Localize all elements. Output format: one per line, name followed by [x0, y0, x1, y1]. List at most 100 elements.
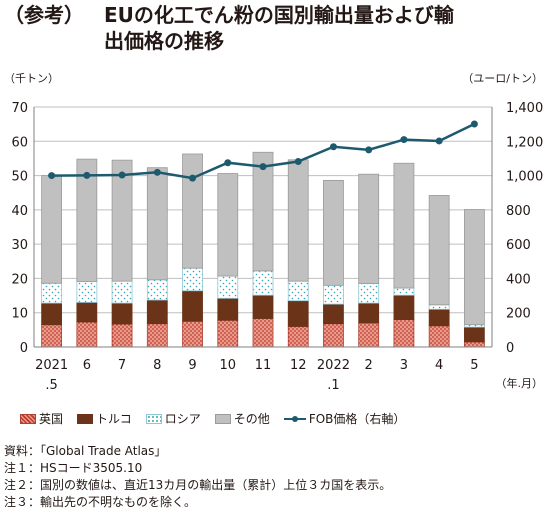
bar-other — [182, 153, 203, 269]
bar-russia — [323, 284, 344, 305]
title-line-2: 出価格の推移 — [104, 29, 224, 53]
chart-svg: 0 0 10 200 20 400 30 600 40 800 50 1,000 60 1,200 70 1,… — [4, 72, 544, 393]
bar-russia — [287, 280, 309, 302]
bar-russia — [41, 282, 63, 304]
title-prefix: （参考） — [4, 3, 84, 27]
bar-uk — [463, 341, 485, 348]
bar-uk — [146, 323, 168, 348]
x-tick-label: 5 — [470, 358, 478, 373]
bar-turkey — [287, 300, 309, 327]
x-tick-label: .5 — [45, 378, 57, 393]
x-tick-label: 2021 — [35, 358, 68, 373]
fob-price-point — [259, 163, 267, 171]
bar-turkey — [146, 299, 168, 325]
bar-turkey — [463, 326, 485, 343]
y-tick-label-left: 60 — [11, 135, 28, 150]
x-tick-label: 9 — [188, 358, 196, 373]
legend-label-russia: ロシア — [164, 412, 201, 426]
bar-turkey — [217, 297, 239, 321]
fob-price-point — [329, 143, 337, 151]
x-tick-label: 3 — [400, 358, 408, 373]
fob-price-point — [294, 158, 302, 166]
x-unit-label: （年.月） — [496, 376, 544, 390]
bar-turkey — [41, 302, 63, 326]
bar-russia — [76, 281, 98, 303]
bar-other — [217, 173, 239, 277]
bar-turkey — [76, 302, 98, 323]
bar-uk — [358, 322, 380, 348]
bar-uk — [323, 323, 344, 348]
bar-turkey — [428, 308, 450, 327]
legend-swatch-turkey — [77, 413, 94, 424]
y-tick-label-right: 400 — [506, 272, 531, 287]
y-tick-label-left: 10 — [11, 307, 28, 322]
legend-swatch-russia — [145, 413, 162, 424]
x-tick-label: 12 — [290, 358, 307, 373]
y-tick-label-right: 1,000 — [506, 170, 543, 185]
bar-uk — [252, 318, 274, 348]
bar-other — [393, 162, 415, 289]
bar-russia — [252, 270, 274, 296]
bar-turkey — [323, 303, 344, 325]
note-3: 注３：輸出先の不明なものを除く。 — [4, 495, 197, 509]
bar-uk — [182, 320, 203, 348]
bar-turkey — [111, 302, 133, 325]
bar-other — [146, 167, 168, 281]
bar-russia — [111, 280, 133, 304]
x-tick-label: 2022 — [317, 358, 350, 373]
legend-item-uk: 英国 — [20, 410, 63, 427]
y-tick-label-right: 200 — [506, 307, 531, 322]
legend: 英国 トルコ ロシア その他 FOB価格（右軸） — [20, 410, 419, 427]
bar-other — [358, 173, 380, 284]
y-tick-label-right: 1,200 — [506, 135, 543, 150]
x-tick-label: 2 — [365, 358, 373, 373]
bar-russia — [393, 287, 415, 296]
note-source: 資料：「Global Trade Atlas」 — [4, 444, 167, 458]
bar-turkey — [252, 294, 274, 319]
bar-russia — [217, 275, 239, 299]
legend-line-fob — [283, 414, 306, 424]
bar-other — [428, 195, 450, 306]
y-tick-label-right: 1,400 — [506, 101, 543, 116]
note-1: 注１：HSコード3505.10 — [4, 461, 143, 475]
legend-swatch-other — [214, 413, 231, 424]
bar-turkey — [393, 294, 415, 320]
notes: 資料：「Global Trade Atlas」 注１：HSコード3505.10 … — [4, 443, 391, 511]
y-tick-label-right: 600 — [506, 238, 531, 253]
bar-uk — [41, 324, 63, 348]
bar-russia — [146, 279, 168, 301]
right-unit-label: （ユーロ/トン） — [462, 72, 543, 85]
bar-other — [111, 159, 133, 282]
x-tick-label: 10 — [219, 358, 236, 373]
bar-other — [76, 158, 98, 282]
legend-item-russia: ロシア — [145, 410, 201, 427]
bar-other — [323, 179, 344, 286]
fob-line-layer — [48, 120, 478, 182]
bar-turkey — [182, 290, 203, 322]
fob-price-point — [83, 171, 91, 179]
legend-item-turkey: トルコ — [77, 410, 132, 427]
bar-other — [463, 209, 485, 326]
legend-swatch-uk — [20, 413, 36, 424]
x-tick-label: 7 — [118, 358, 126, 373]
y-tick-label-right: 800 — [506, 204, 531, 219]
bar-uk — [287, 326, 309, 348]
title-line-1: EUの化工でん粉の国別輸出量および輸 — [104, 3, 454, 27]
fob-price-point — [435, 137, 443, 145]
bar-turkey — [358, 302, 380, 324]
fob-price-point — [153, 168, 161, 176]
fob-price-point — [470, 120, 478, 128]
y-tick-label-right: 0 — [506, 341, 514, 356]
y-tick-label-left: 0 — [20, 341, 28, 356]
fob-price-point — [118, 171, 126, 179]
y-tick-label-left: 40 — [11, 204, 28, 219]
bar-russia — [428, 304, 450, 310]
y-tick-label-left: 30 — [11, 238, 28, 253]
fob-price-point — [400, 136, 408, 144]
fob-price-point — [189, 174, 197, 182]
x-tick-label: 6 — [83, 358, 91, 373]
bar-layer — [41, 151, 485, 348]
fob-price-point — [224, 159, 232, 167]
fob-price-point — [48, 172, 56, 180]
legend-label-turkey: トルコ — [96, 412, 132, 426]
